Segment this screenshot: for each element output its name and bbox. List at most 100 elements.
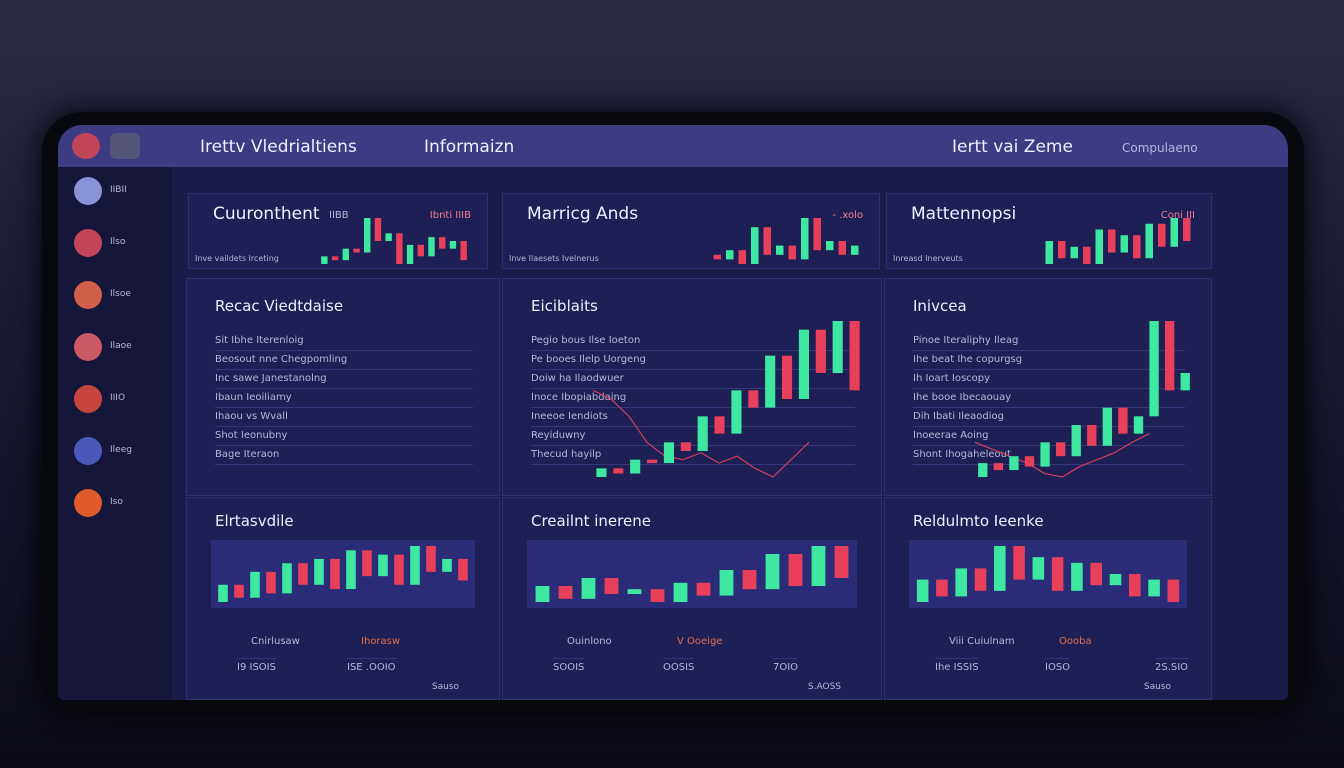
nav-icon[interactable] xyxy=(74,385,102,413)
nav-icon[interactable] xyxy=(74,177,102,205)
candle xyxy=(1170,218,1178,247)
candle xyxy=(738,250,746,264)
candle xyxy=(955,568,967,597)
list-row[interactable]: Dih Ibati Ileaodiog xyxy=(913,411,1185,427)
candle xyxy=(763,227,771,255)
card-sub: Inreasd Inerveuts xyxy=(893,254,963,263)
candle xyxy=(426,546,436,572)
nav-label[interactable]: Ilaoe xyxy=(110,341,132,351)
candle xyxy=(331,256,339,261)
list-row[interactable]: Ihe booe Ibecaouay xyxy=(913,392,1185,408)
list-row[interactable]: Inoce Ibopiabdaing xyxy=(531,392,855,408)
list-row[interactable]: Thecud hayilp xyxy=(531,449,855,465)
candle xyxy=(353,248,360,253)
candle xyxy=(1164,321,1175,391)
candle xyxy=(1149,321,1159,417)
logo xyxy=(72,133,100,159)
list-row[interactable]: Pe booes Ilelp Uorgeng xyxy=(531,354,855,370)
list-row[interactable]: Ihaou vs Wvall xyxy=(215,411,473,427)
list-row[interactable]: Sit Ibhe Iterenloig xyxy=(215,335,473,351)
candle xyxy=(719,570,734,596)
candle xyxy=(1133,235,1141,259)
candle xyxy=(362,550,372,577)
candle xyxy=(266,571,276,594)
nav-label[interactable]: IIBII xyxy=(110,185,127,195)
candle-chart xyxy=(535,546,849,602)
nav-icon[interactable] xyxy=(74,281,102,309)
stat-value: ISE .OOIO xyxy=(347,658,396,673)
candle xyxy=(535,586,550,602)
candle-chart xyxy=(321,218,467,264)
candle xyxy=(234,584,244,598)
menu[interactable]: Compulaeno xyxy=(1122,141,1198,155)
list-row[interactable]: Bage Iteraon xyxy=(215,449,473,465)
card-change: Ibnti IIIB xyxy=(429,210,471,221)
candle xyxy=(1133,416,1144,434)
candle xyxy=(558,586,573,599)
candle-chart xyxy=(713,218,859,264)
panel-title: Eiciblaits xyxy=(531,297,598,315)
candle xyxy=(650,589,665,602)
list-row[interactable]: Beosout nne Chegpomling xyxy=(215,354,473,370)
list-row[interactable]: Pinoe Iteraliphy Ileag xyxy=(913,335,1185,351)
candle xyxy=(460,241,467,261)
candle xyxy=(776,245,784,255)
nav-label[interactable]: Ilso xyxy=(110,237,126,247)
candle xyxy=(731,390,742,434)
candle xyxy=(663,442,674,464)
list-row[interactable]: Shot Ieonubny xyxy=(215,430,473,446)
card-title: Mattennopsi xyxy=(911,204,1017,224)
candle xyxy=(342,248,349,261)
stat-label: Oooba xyxy=(1059,636,1092,647)
candle xyxy=(742,570,757,590)
nav-item[interactable]: Informaizn xyxy=(424,137,515,157)
candle xyxy=(978,463,988,477)
nav-icon[interactable] xyxy=(74,229,102,257)
list-row[interactable]: Ineeoe Iendiots xyxy=(531,411,855,427)
candle xyxy=(851,245,859,255)
market-panel: Reldulmto Ieenke Viii Cuiulnam Oooba Ihe IS… xyxy=(884,497,1212,700)
candle xyxy=(613,468,624,474)
list-row[interactable]: Ih Ioart Ioscopy xyxy=(913,373,1185,389)
candle xyxy=(1083,246,1091,264)
sidebar: IIBII Ilso Ilsoe Ilaoe IIIO Ileeg Iso xyxy=(58,167,172,700)
candle xyxy=(834,546,849,578)
candle xyxy=(1013,546,1025,580)
card-change: Coni III xyxy=(1160,210,1195,221)
stat-card: Marricg Ands - .xolo Inve Ilaesets Ivelner… xyxy=(502,193,880,269)
candle xyxy=(1148,579,1160,597)
icon xyxy=(110,133,140,159)
list-row[interactable]: Doiw ha Ilaodwuer xyxy=(531,373,855,389)
screen: Irettv Vledrialtiens Informaizn Iertt va… xyxy=(58,125,1288,700)
nav-label[interactable]: IIIO xyxy=(110,393,126,403)
stat-label: Ihorasw xyxy=(361,636,401,647)
candle xyxy=(849,321,860,391)
candle xyxy=(994,546,1006,591)
list-row[interactable]: Ihe beat Ihe copurgsg xyxy=(913,354,1185,370)
list-row[interactable]: Ibaun Ieoiliamy xyxy=(215,392,473,408)
nav-icon[interactable] xyxy=(74,333,102,361)
market-panel: Creailnt inerene Ouinlono V Ooeige SOOIS OOS… xyxy=(502,497,882,700)
candle xyxy=(410,546,420,585)
stat-value: 7OIO xyxy=(773,658,799,673)
candle xyxy=(378,554,388,577)
candle xyxy=(782,355,793,399)
list-row[interactable]: Pegio bous Ilse Ioeton xyxy=(531,335,855,351)
candle xyxy=(1009,456,1019,471)
nav-label[interactable]: Iso xyxy=(110,497,123,507)
list-row[interactable]: Inc sawe Janestanolng xyxy=(215,373,473,389)
candle xyxy=(826,241,834,251)
nav-icon[interactable] xyxy=(74,437,102,465)
list-row[interactable]: Reyiduwny xyxy=(531,430,855,446)
candle xyxy=(788,245,796,260)
market-panel: Elrtasvdile Cnirlusaw Ihorasw I9 ISOIS ISE .… xyxy=(186,497,500,700)
candle xyxy=(581,578,596,599)
candle xyxy=(916,579,929,602)
nav-label[interactable]: Ilsoe xyxy=(110,289,131,299)
stat-label: Viii Cuiulnam xyxy=(949,636,1015,647)
nav-label[interactable]: Ileeg xyxy=(110,445,132,455)
candle xyxy=(1118,407,1128,434)
nav-icon[interactable] xyxy=(74,489,102,517)
candle xyxy=(1109,574,1122,586)
candle xyxy=(1102,407,1113,446)
